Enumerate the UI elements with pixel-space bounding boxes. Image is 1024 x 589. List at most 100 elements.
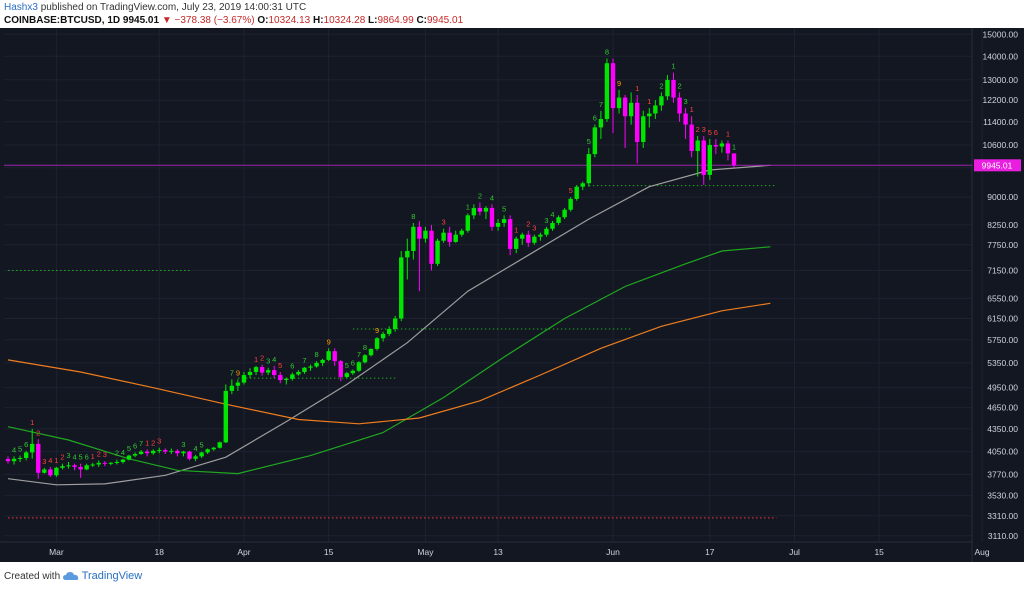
candle-body	[532, 236, 537, 243]
candle-body	[132, 453, 138, 456]
x-tick-label: Jul	[789, 547, 800, 557]
tradingview-brand[interactable]: TradingView	[81, 570, 143, 582]
y-tick-label: 9000.00	[987, 192, 1018, 202]
low-label: L:	[368, 15, 378, 26]
td-count-label: 2	[151, 438, 155, 447]
candle-body	[120, 459, 126, 463]
td-count-label: 8	[605, 48, 609, 57]
td-count-label: 3	[103, 450, 107, 459]
y-tick-label: 3530.00	[987, 490, 1018, 500]
y-tick-label: 5350.00	[987, 358, 1018, 368]
td-count-label: 9	[236, 368, 240, 377]
td-count-label: 1	[690, 105, 694, 114]
td-count-label: 8	[314, 350, 318, 359]
candle-body	[362, 355, 368, 363]
td-count-label: 2	[696, 125, 700, 134]
y-tick-label: 5750.00	[987, 335, 1018, 345]
td-count-label: 4	[121, 448, 125, 457]
candle-body	[604, 63, 610, 119]
candle-body	[175, 450, 180, 454]
candle-body	[169, 450, 174, 452]
candle-body	[586, 154, 591, 184]
chart-area[interactable]: 3110.00 3310.00 3530.00 3770.00 4050.00 4350.…	[0, 28, 1024, 562]
ohlc-legend: COINBASE:BTCUSD, 1D 9945.01 ▼ −378.38 (−…	[4, 15, 463, 26]
last-price-label-box	[974, 159, 1021, 172]
candle-body	[707, 144, 712, 175]
candle-body	[42, 469, 47, 473]
candle-body	[48, 469, 53, 476]
candle-body	[368, 348, 374, 356]
x-tick-label: 15	[324, 547, 334, 557]
td-count-label: 9	[617, 79, 621, 88]
candle-body	[247, 371, 253, 376]
candle-body	[423, 230, 428, 239]
candle-body	[102, 462, 107, 464]
tradingview-cloud-icon	[62, 572, 79, 581]
open-value: 10324.13	[268, 15, 311, 26]
td-count-label: 2	[60, 453, 64, 462]
candle-body	[320, 359, 325, 363]
td-count-label: 2	[36, 428, 40, 437]
change-arrow-icon: ▼	[161, 15, 172, 26]
ma-mid-line	[7, 246, 771, 475]
td-count-label: 4	[193, 444, 197, 453]
td-count-label: 4	[550, 210, 554, 219]
created-with-text: Created with	[4, 571, 61, 582]
td-count-label: 3	[702, 125, 706, 134]
close-value: 9945.01	[427, 15, 464, 26]
candle-body	[399, 257, 404, 319]
y-tick-label: 12200.00	[983, 95, 1019, 105]
td-count-label: 1	[91, 452, 95, 461]
td-count-label: 3	[66, 451, 70, 460]
td-count-label: 2	[677, 81, 681, 90]
td-count-label: 3	[544, 216, 548, 225]
x-tick-label: Apr	[237, 547, 250, 557]
candle-body	[471, 207, 477, 216]
td-count-label: 2	[478, 191, 482, 200]
close-label: C:	[416, 15, 427, 26]
candle-body	[278, 375, 283, 381]
author-link[interactable]: Hashx3	[4, 2, 38, 13]
x-tick-label: 17	[705, 547, 715, 557]
candle-body	[677, 97, 682, 114]
y-tick-label: 6150.00	[987, 313, 1018, 323]
td-count-label: 7	[357, 350, 361, 359]
candle-body	[90, 464, 95, 466]
candle-body	[393, 318, 398, 330]
candlestick-chart[interactable]: 3110.00 3310.00 3530.00 3770.00 4050.00 4350.…	[0, 28, 1024, 562]
td-count-label: 3	[532, 224, 536, 233]
td-count-label: 7	[230, 368, 234, 377]
td-count-label: 1	[635, 84, 639, 93]
x-tick-label: 13	[493, 547, 503, 557]
y-tick-label: 4050.00	[987, 447, 1018, 457]
candle-body	[84, 465, 89, 470]
candle-body	[5, 458, 11, 462]
x-tick-label: Aug	[974, 547, 989, 557]
candle-body	[526, 234, 531, 243]
td-count-label: 2	[526, 220, 530, 229]
candle-body	[163, 450, 168, 452]
candle-body	[405, 251, 410, 258]
td-count-label: 3	[684, 97, 688, 106]
created-with: Created with TradingView	[4, 570, 142, 582]
td-count-label: 6	[24, 440, 28, 449]
y-tick-label: 3310.00	[987, 511, 1018, 521]
y-tick-label: 7750.00	[987, 240, 1018, 250]
candle-body	[193, 456, 198, 459]
candle-body	[23, 452, 29, 458]
td-count-label: 3	[181, 440, 185, 449]
td-count-label: 6	[351, 359, 355, 368]
td-count-label: 1	[54, 456, 58, 465]
chart-header: Hashx3 published on TradingView.com, Jul…	[0, 0, 1024, 28]
y-tick-label: 11400.00	[983, 117, 1018, 127]
ma-long-line	[7, 302, 771, 425]
published-text: published on TradingView.com, July 23, 2…	[40, 2, 307, 13]
candle-body	[78, 466, 83, 470]
candle-body	[507, 219, 513, 249]
candle-body	[544, 228, 549, 235]
candle-body	[635, 102, 640, 142]
candle-body	[66, 465, 71, 467]
y-tick-label: 4650.00	[987, 403, 1018, 413]
symbol-label: COINBASE:BTCUSD, 1D	[4, 15, 121, 26]
candle-body	[622, 97, 628, 117]
